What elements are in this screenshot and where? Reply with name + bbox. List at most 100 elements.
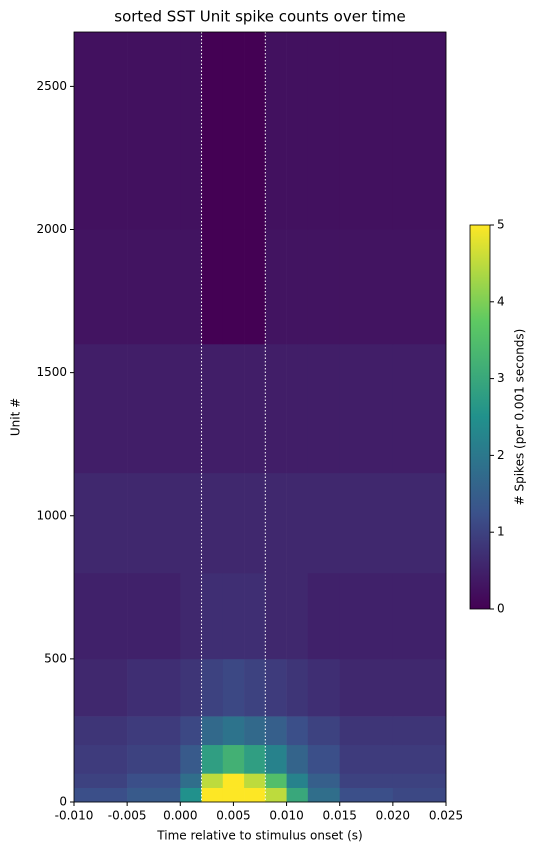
heatmap-cell <box>180 344 202 474</box>
heatmap-cell <box>265 472 287 574</box>
heatmap-cell <box>265 787 287 803</box>
heatmap-cell <box>201 658 224 717</box>
heatmap-cell <box>392 32 447 230</box>
heatmap-cell <box>244 573 266 660</box>
heatmap-cell <box>339 32 394 230</box>
heatmap-cell <box>265 229 287 345</box>
x-tick-label: 0.015 <box>323 809 357 823</box>
heatmap-cell <box>222 716 245 746</box>
heatmap-cell <box>127 658 181 717</box>
y-tick-label: 1500 <box>36 365 67 379</box>
heatmap-cell <box>307 573 341 660</box>
heatmap-cell <box>286 229 309 345</box>
heatmap-cell <box>265 716 287 746</box>
heatmap-cell <box>307 787 341 803</box>
heatmap-cell <box>392 787 447 803</box>
x-tick-label: 0.025 <box>429 809 463 823</box>
heatmap-cell <box>127 32 181 230</box>
heatmap-cell <box>286 472 309 574</box>
heatmap-cell <box>74 658 128 717</box>
heatmap-cell <box>222 787 245 803</box>
heatmap-cell <box>201 773 224 788</box>
heatmap-cell <box>244 32 266 230</box>
heatmap-cell <box>265 32 287 230</box>
heatmap-cell <box>307 472 341 574</box>
heatmap-cell <box>339 573 394 660</box>
heatmap-cell <box>222 344 245 474</box>
heatmap-cell <box>265 773 287 788</box>
heatmap-cell <box>222 773 245 788</box>
heatmap-cell <box>222 744 245 774</box>
y-tick-label: 0 <box>59 795 67 809</box>
x-tick-label: -0.010 <box>55 809 94 823</box>
heatmap-cell <box>286 32 309 230</box>
heatmap-cell <box>201 32 224 230</box>
heatmap-cell <box>222 658 245 717</box>
heatmap-cell <box>74 573 128 660</box>
colorbar-tick-label: 5 <box>497 218 505 232</box>
heatmap-cell <box>339 229 394 345</box>
heatmap-cell <box>392 744 447 774</box>
heatmap-cell <box>180 573 202 660</box>
heatmap-cell <box>222 32 245 230</box>
heatmap-cell <box>339 472 394 574</box>
heatmap-cell <box>127 716 181 746</box>
y-tick-label: 2000 <box>36 222 67 236</box>
heatmap-cell <box>307 773 341 788</box>
colorbar-tick-label: 0 <box>497 602 505 616</box>
x-tick-label: -0.005 <box>108 809 147 823</box>
heatmap-cell <box>201 716 224 746</box>
heatmap-cell <box>74 472 128 574</box>
heatmap-cell <box>180 32 202 230</box>
heatmap-cell <box>127 573 181 660</box>
heatmap-cell <box>392 344 447 474</box>
heatmap-cell <box>307 229 341 345</box>
heatmap-cell <box>392 658 447 717</box>
heatmap-cell <box>180 773 202 788</box>
heatmap-cell <box>265 744 287 774</box>
heatmap-cell <box>127 787 181 803</box>
colorbar <box>469 224 491 610</box>
heatmap-cell <box>339 658 394 717</box>
heatmap-cell <box>244 716 266 746</box>
x-tick-label: 0.010 <box>269 809 303 823</box>
heatmap-cell <box>201 229 224 345</box>
plot-frame <box>73 31 447 803</box>
colorbar-label: # Spikes (per 0.001 seconds) <box>513 329 527 506</box>
heatmap-cell <box>265 344 287 474</box>
heatmap-cell <box>244 344 266 474</box>
heatmap-cell <box>392 716 447 746</box>
colorbar-tick-label: 3 <box>497 371 505 385</box>
heatmap-cell <box>392 472 447 574</box>
heatmap-cell <box>201 344 224 474</box>
heatmap-cell <box>307 716 341 746</box>
heatmap-cell <box>392 229 447 345</box>
y-tick-label: 2500 <box>36 79 67 93</box>
heatmap-cell <box>244 773 266 788</box>
heatmap-cell <box>307 658 341 717</box>
heatmap-cell <box>244 658 266 717</box>
heatmap-cell <box>127 472 181 574</box>
heatmap-cell <box>180 716 202 746</box>
heatmap-cell <box>339 744 394 774</box>
heatmap-cell <box>265 573 287 660</box>
heatmap-cell <box>392 773 447 788</box>
heatmap-cell <box>201 472 224 574</box>
y-tick-label: 1000 <box>36 508 67 522</box>
heatmap-cell <box>127 229 181 345</box>
heatmap-cell <box>339 773 394 788</box>
heatmap-cell <box>286 744 309 774</box>
x-tick-label: 0.000 <box>163 809 197 823</box>
heatmap-cell <box>339 344 394 474</box>
heatmap-cell <box>286 344 309 474</box>
heatmap-cell <box>180 229 202 345</box>
heatmap-cell <box>127 773 181 788</box>
heatmap-cell <box>307 32 341 230</box>
heatmap-cell <box>265 658 287 717</box>
heatmap-cell <box>392 573 447 660</box>
heatmap-cell <box>127 744 181 774</box>
x-tick-label: 0.020 <box>376 809 410 823</box>
heatmap-cell <box>180 658 202 717</box>
heatmap-cell <box>244 472 266 574</box>
